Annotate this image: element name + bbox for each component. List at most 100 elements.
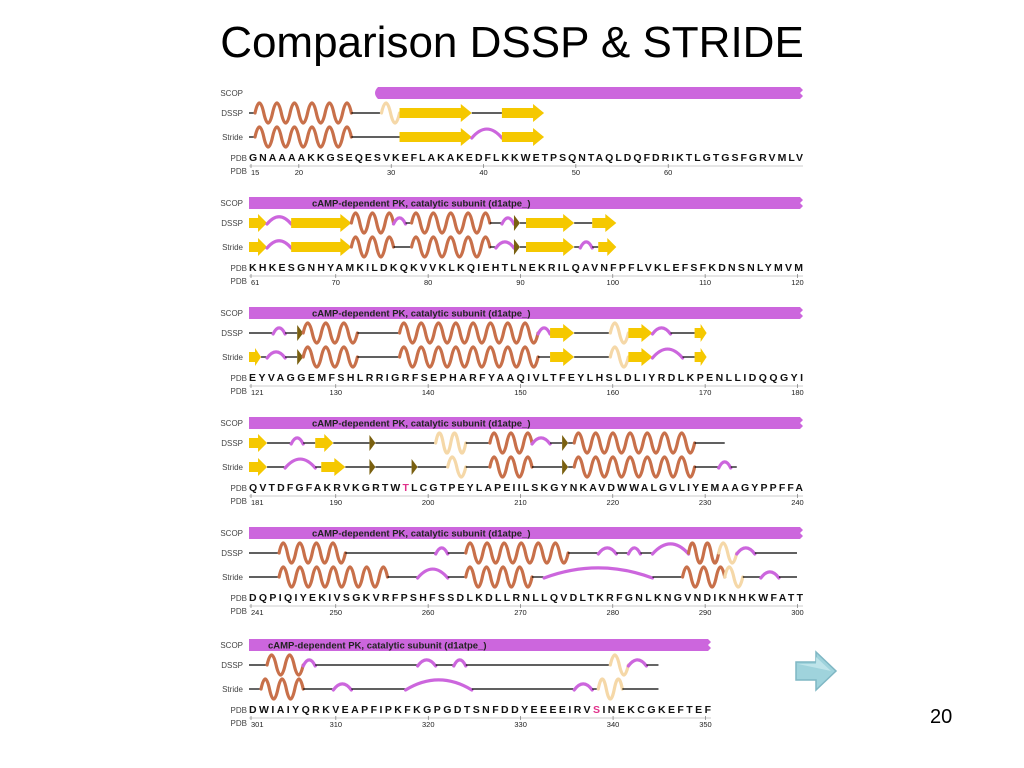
bridge-marker [562, 459, 569, 475]
strand-arrow [315, 434, 334, 452]
strand-arrow [249, 434, 268, 452]
bend-arc [759, 570, 781, 580]
helix-segment [253, 125, 353, 149]
residue-number: 170 [699, 388, 712, 397]
strand-arrow [399, 104, 472, 122]
residue-number: 340 [607, 720, 620, 729]
residue-number: 290 [699, 608, 712, 617]
residue-number: 15 [251, 168, 259, 177]
bend-arc [650, 326, 673, 336]
pdb-sequence-label: PDB [231, 374, 247, 383]
strand-arrow [249, 458, 268, 476]
scop-domain-bar [249, 307, 803, 319]
helix-segment [488, 431, 534, 455]
turn-segment [596, 677, 624, 701]
bridge-marker [411, 459, 418, 475]
helix-segment [277, 541, 347, 565]
helix-segment [409, 235, 492, 259]
bridge-marker [297, 349, 304, 365]
pdb-numbering-label: PDB [231, 167, 247, 176]
bend-arc [572, 682, 594, 692]
dssp-row-label: DSSP [221, 549, 243, 558]
residue-number: 40 [479, 168, 487, 177]
dssp-row-label: DSSP [221, 109, 243, 118]
residue-number: 181 [251, 498, 264, 507]
bend-arc [578, 240, 594, 250]
bend-arc [530, 436, 552, 446]
strand-arrow [501, 104, 545, 122]
scop-row-label: SCOP [220, 529, 243, 538]
bend-arc [735, 546, 757, 556]
residue-number: 61 [251, 278, 259, 287]
strand-arrow [526, 214, 575, 232]
bend-arc [289, 436, 305, 446]
strand-arrow [249, 348, 262, 366]
helix-segment [253, 101, 353, 125]
bridge-marker [297, 325, 304, 341]
pdb-sequence-label: PDB [231, 154, 247, 163]
scop-row-label: SCOP [220, 419, 243, 428]
next-slide-button[interactable] [794, 650, 838, 692]
stride-row-label: Stride [222, 463, 243, 472]
scop-domain-bar [375, 87, 803, 99]
turn-segment [608, 321, 630, 345]
bend-arc [265, 350, 287, 360]
residue-number: 140 [422, 388, 435, 397]
helix-segment [349, 235, 396, 259]
helix-segment [488, 455, 534, 479]
pdb-numbering-label: PDB [231, 497, 247, 506]
bend-arc [265, 215, 293, 226]
residue-number: 121 [251, 388, 264, 397]
bend-arc [650, 542, 691, 556]
bend-arc [271, 326, 287, 336]
scop-domain-bar [249, 197, 803, 209]
helix-segment [397, 345, 540, 369]
strand-arrow [291, 214, 352, 232]
residue-number: 150 [514, 388, 527, 397]
bend-arc [500, 216, 516, 226]
residue-number: 301 [251, 720, 264, 729]
scop-domain-label: cAMP-dependent PK, catalytic subunit (d1… [312, 529, 531, 540]
bridge-marker [369, 435, 376, 451]
bend-arc [626, 546, 643, 556]
turn-segment [608, 653, 630, 677]
pdb-numbering-label: PDB [231, 607, 247, 616]
bend-arc [717, 460, 733, 470]
structure-block: SCOP cAMP-dependent PK, catalytic subunit… [220, 417, 804, 507]
helix-segment [409, 211, 492, 235]
pdb-sequence-label: PDB [231, 264, 247, 273]
residue-number: 280 [607, 608, 620, 617]
strand-arrow [550, 348, 575, 366]
pdb-sequence-label: PDB [231, 706, 247, 715]
stride-row-label: Stride [222, 353, 243, 362]
residue-number: 210 [514, 498, 527, 507]
helix-segment [397, 321, 540, 345]
bridge-marker [513, 239, 520, 255]
bend-arc [596, 546, 618, 556]
scop-row-label: SCOP [220, 309, 243, 318]
strand-arrow [550, 324, 575, 342]
residue-number: 60 [664, 168, 672, 177]
bend-arc [626, 658, 649, 668]
scop-domain-label: cAMP-dependent PK, catalytic subunit (d1… [268, 641, 487, 652]
scop-domain-bar [249, 417, 803, 429]
bend-arc [650, 347, 685, 360]
turn-segment [717, 541, 739, 565]
helix-segment [680, 565, 727, 589]
residue-number: 200 [422, 498, 435, 507]
bend-arc [536, 326, 552, 336]
residue-number: 230 [699, 498, 712, 507]
scop-domain-bar [249, 639, 711, 651]
bridge-marker [513, 215, 520, 231]
residue-number: 260 [422, 608, 435, 617]
strand-arrow [694, 348, 707, 366]
bend-arc [265, 239, 293, 250]
residue-number: 190 [330, 498, 343, 507]
helix-segment [277, 565, 390, 589]
bend-arc [301, 658, 317, 668]
